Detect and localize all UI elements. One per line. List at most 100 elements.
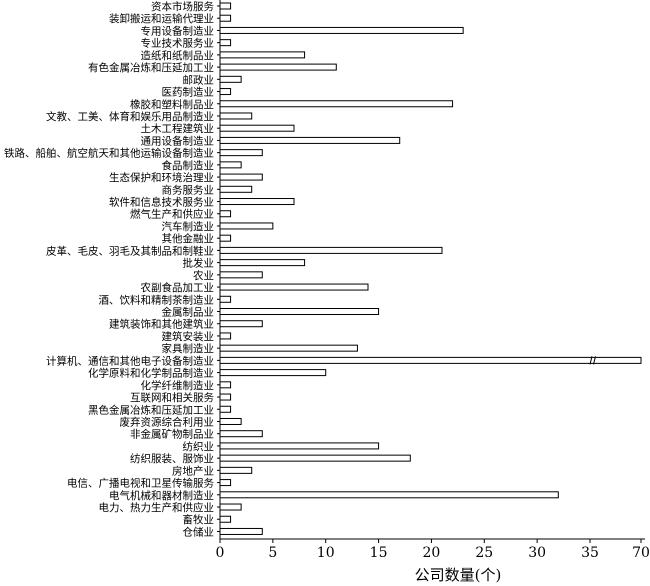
category-label: 通用设备制造业 [141,134,215,147]
category-label: 其他金融业 [162,232,215,245]
bar [219,295,232,303]
category-label: 文教、工美、体育和娱乐用品制造业 [46,110,214,123]
bar [219,51,306,59]
category-label: 专业技术服务业 [141,37,215,50]
bar [219,515,232,523]
bar [219,491,559,499]
category-label: 黑色金属冶炼和压延加工业 [88,403,214,416]
category-label: 生态保护和环境治理业 [109,171,214,184]
bar [219,356,642,364]
bar [219,320,263,328]
bar [219,26,464,34]
category-label: 批发业 [183,257,215,270]
bars [219,2,642,535]
category-label: 建筑安装业 [162,330,215,343]
bar [219,527,263,535]
bar [219,100,454,108]
bar [219,369,327,377]
category-label: 纺织服装、服饰业 [130,452,214,465]
bar [219,198,295,206]
category-label: 房地产业 [172,464,214,477]
category-label: 电信、广播电视和卫星传输服务 [67,477,214,490]
bar [219,88,232,96]
category-label: 电力、热力生产和供应业 [99,501,215,514]
bar [219,430,263,438]
bar [219,466,253,474]
bar [219,405,232,413]
category-label: 橡胶和塑料制品业 [130,98,214,111]
bar [219,39,232,47]
category-label: 纺织业 [183,440,215,453]
x-ticks: 0 5 10 15 20 25 30 35 70 [216,5,650,561]
bar [219,442,380,450]
axis-break-mark [589,356,593,365]
category-label: 建筑装饰和其他建筑业 [109,318,214,331]
bar [219,259,306,267]
category-label: 装卸搬运和运输代理业 [109,12,214,25]
bar [219,479,232,487]
category-label: 邮政业 [183,73,215,86]
category-label: 商务服务业 [162,183,215,196]
bar [219,344,358,352]
category-label: 皮革、毛皮、羽毛及其制品和制鞋业 [46,244,214,257]
category-label: 农副食品加工业 [141,281,215,294]
bar [219,246,443,254]
bar [219,2,232,10]
bar [219,173,263,181]
bar [219,271,263,279]
category-label: 燃气生产和供应业 [130,208,214,221]
category-label: 专用设备制造业 [141,24,215,37]
category-label: 互联网和相关服务 [130,391,214,404]
category-label: 汽车制造业 [162,220,215,233]
x-axis-title: 公司数量(个) [415,566,502,584]
category-label: 畜牧业 [183,513,215,526]
category-label: 土木工程建筑业 [141,122,215,135]
bar [219,222,274,230]
x-tick-label: 35 [581,545,599,561]
category-label: 有色金属冶炼和压延加工业 [88,61,214,74]
x-tick-label: 5 [268,545,277,561]
bar [219,63,337,71]
category-label: 废弃资源综合利用业 [120,415,215,428]
bar [219,308,380,315]
bar [219,14,232,22]
axes [219,0,645,540]
category-label: 家具制造业 [162,342,215,355]
bar [219,234,232,242]
bar [219,503,242,511]
category-label: 资本市场服务 [151,0,214,13]
category-label: 仓储业 [183,525,215,538]
bar [219,124,295,132]
category-label: 计算机、通信和其他电子设备制造业 [46,354,214,367]
category-label: 医药制造业 [162,86,215,99]
category-label: 酒、饮料和精制茶制造业 [99,293,215,306]
category-label: 农业 [193,269,214,282]
bar [219,393,232,401]
category-label: 电气机械和器材制造业 [109,489,214,502]
bar [219,332,232,340]
category-label: 化学原料和化学制品制造业 [88,367,214,380]
bar [219,185,253,193]
bar [219,283,369,291]
category-label: 化学纤维制造业 [141,379,215,392]
bar [219,136,401,144]
x-tick-label: 10 [317,545,335,561]
bar [219,161,242,169]
x-tick-label: 20 [423,545,441,561]
axis-break-mark [593,356,596,365]
category-label: 非金属矿物制品业 [130,428,214,441]
category-labels: 资本市场服务装卸搬运和运输代理业专用设备制造业专业技术服务业造纸和纸制品业有色金… [4,0,214,538]
category-label: 食品制造业 [162,159,215,172]
bar [219,210,232,218]
bar [219,75,242,83]
bar [219,417,242,425]
bar [219,454,411,462]
x-tick-label: 70 [632,545,650,561]
bar [219,112,253,120]
bar [219,149,263,157]
x-tick-label: 0 [216,545,225,561]
x-tick-label: 30 [528,545,546,561]
category-label: 铁路、船舶、航空航天和其他运输设备制造业 [4,147,214,160]
category-label: 金属制品业 [162,306,215,319]
